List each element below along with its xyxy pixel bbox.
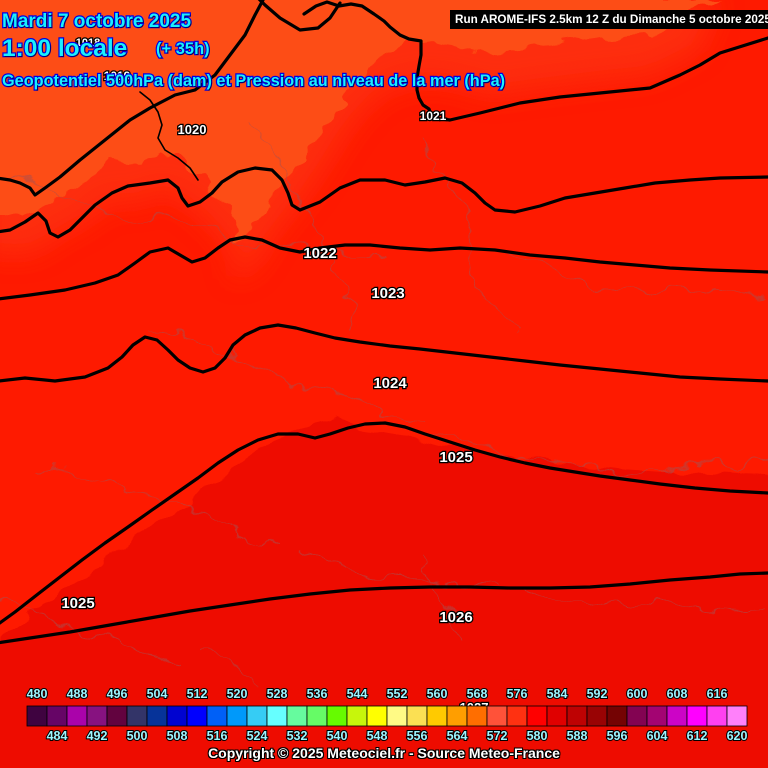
- svg-text:620: 620: [727, 729, 748, 743]
- svg-text:508: 508: [167, 729, 188, 743]
- svg-text:560: 560: [427, 687, 448, 701]
- svg-text:580: 580: [527, 729, 548, 743]
- svg-text:1024: 1024: [373, 375, 407, 392]
- svg-text:616: 616: [707, 687, 728, 701]
- svg-text:540: 540: [327, 729, 348, 743]
- svg-text:1025: 1025: [61, 595, 94, 612]
- svg-text:532: 532: [287, 729, 308, 743]
- svg-text:488: 488: [67, 687, 88, 701]
- svg-text:564: 564: [447, 729, 468, 743]
- svg-text:1025: 1025: [439, 449, 472, 466]
- svg-text:608: 608: [667, 687, 688, 701]
- svg-text:552: 552: [387, 687, 408, 701]
- svg-text:612: 612: [687, 729, 708, 743]
- svg-text:1021: 1021: [420, 109, 447, 123]
- svg-text:528: 528: [267, 687, 288, 701]
- svg-text:500: 500: [127, 729, 148, 743]
- svg-text:584: 584: [547, 687, 568, 701]
- svg-text:1022: 1022: [303, 245, 336, 262]
- svg-text:520: 520: [227, 687, 248, 701]
- svg-text:576: 576: [507, 687, 528, 701]
- svg-text:588: 588: [567, 729, 588, 743]
- svg-text:572: 572: [487, 729, 508, 743]
- svg-text:1020: 1020: [178, 122, 207, 137]
- svg-text:504: 504: [147, 687, 168, 701]
- svg-text:548: 548: [367, 729, 388, 743]
- svg-text:600: 600: [627, 687, 648, 701]
- svg-text:516: 516: [207, 729, 228, 743]
- svg-text:1023: 1023: [371, 285, 404, 302]
- svg-text:556: 556: [407, 729, 428, 743]
- svg-text:484: 484: [47, 729, 68, 743]
- svg-text:1026: 1026: [439, 609, 472, 626]
- svg-text:512: 512: [187, 687, 208, 701]
- svg-text:496: 496: [107, 687, 128, 701]
- svg-text:492: 492: [87, 729, 108, 743]
- svg-text:596: 596: [607, 729, 628, 743]
- svg-text:524: 524: [247, 729, 268, 743]
- svg-text:536: 536: [307, 687, 328, 701]
- svg-text:568: 568: [467, 687, 488, 701]
- svg-text:544: 544: [347, 687, 368, 701]
- svg-text:480: 480: [27, 687, 48, 701]
- svg-text:604: 604: [647, 729, 668, 743]
- svg-text:592: 592: [587, 687, 608, 701]
